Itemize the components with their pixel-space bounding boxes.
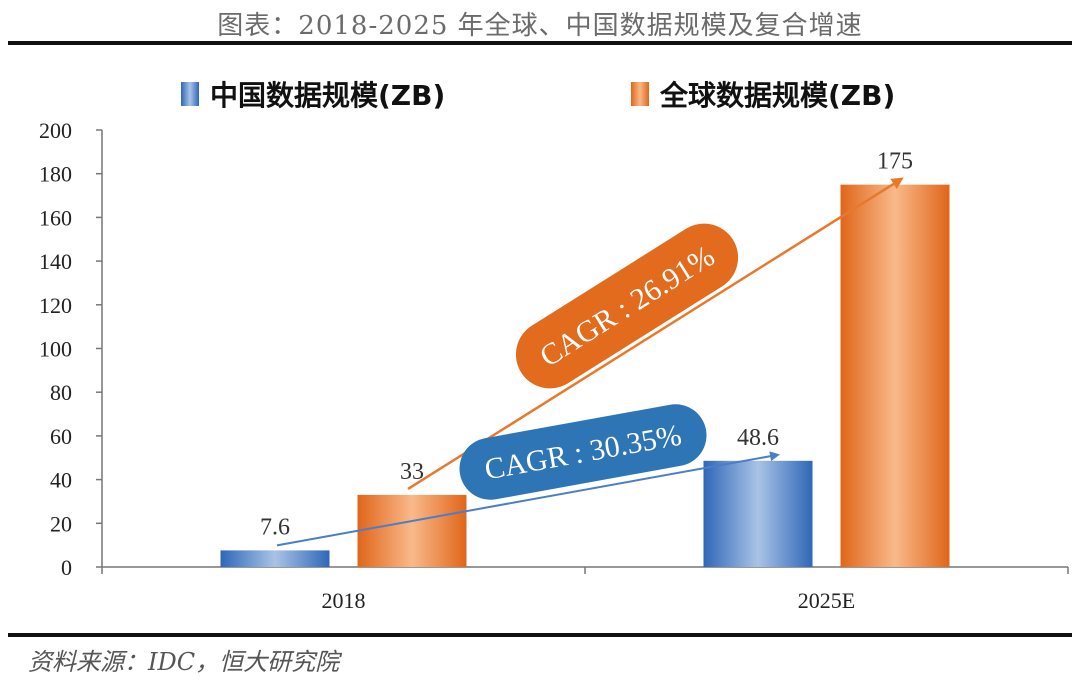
y-tick-label: 120 xyxy=(39,293,72,318)
y-tick-label: 100 xyxy=(39,337,72,362)
trend-arrow-global xyxy=(407,177,904,490)
y-tick-label: 60 xyxy=(50,424,72,449)
y-tick-label: 40 xyxy=(50,468,72,493)
legend-label-china: 中国数据规模(ZB) xyxy=(210,79,445,112)
cagr-badge-global-text: CAGR : 26.91% xyxy=(534,239,720,373)
legend-swatch-china xyxy=(181,82,199,106)
top-rule xyxy=(8,41,1072,45)
axes: 0 20 40 60 80 100 120 140 160 180 200 2018 2025E xyxy=(39,118,1069,613)
trend-arrow-china xyxy=(276,451,780,547)
cagr-badge-global: CAGR : 26.91% xyxy=(515,223,739,389)
y-tick-label: 180 xyxy=(39,162,72,187)
chart-title: 图表：2018-2025 年全球、中国数据规模及复合增速 xyxy=(217,11,862,41)
cagr-badge-china: CAGR : 30.35% xyxy=(459,404,707,500)
y-tick-label: 20 xyxy=(50,511,72,536)
bars xyxy=(220,184,950,567)
y-tick-label: 80 xyxy=(50,380,72,405)
data-label: 48.6 xyxy=(737,425,779,451)
cagr-badge-global-bg xyxy=(515,223,739,389)
bar xyxy=(840,184,950,567)
bar xyxy=(357,494,467,567)
bar xyxy=(703,460,813,567)
source-note: 资料来源：IDC，恒大研究院 xyxy=(28,648,343,676)
y-tick-label: 160 xyxy=(39,205,72,230)
y-tick-label: 0 xyxy=(61,555,72,580)
x-tick-label: 2018 xyxy=(322,588,366,613)
legend-label-global: 全球数据规模(ZB) xyxy=(659,79,895,112)
legend-swatch-global xyxy=(631,82,649,106)
bar xyxy=(220,550,330,567)
data-label: 175 xyxy=(877,149,913,175)
bottom-rule xyxy=(8,633,1072,637)
cagr-badge-china-bg xyxy=(459,404,707,500)
x-tick-label: 2025E xyxy=(798,588,855,613)
data-label: 7.6 xyxy=(260,514,290,540)
y-tick-label: 200 xyxy=(39,118,72,143)
y-tick-label: 140 xyxy=(39,249,72,274)
